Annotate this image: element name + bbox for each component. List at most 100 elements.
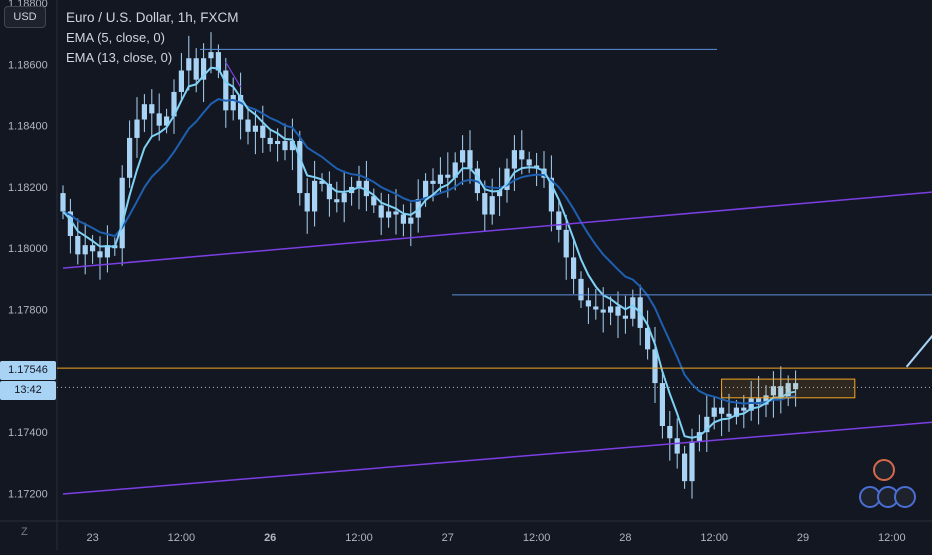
candle-body [386,211,392,218]
candle-body [652,349,658,384]
candle-body [119,177,125,249]
candle-body [289,140,295,151]
candle-body [90,245,96,252]
candle-body [260,125,266,138]
event-flag-icon [894,486,916,508]
y-tick-label: 1.18600 [8,59,48,71]
x-tick-label: 12:00 [700,532,728,544]
candle-body [608,306,614,313]
candle-body [630,297,636,319]
candle-body [756,398,762,405]
candle-body [334,199,340,203]
candle-body [326,183,332,200]
y-tick-label: 1.17800 [8,305,48,317]
candle-body [186,58,192,71]
candle-body [378,205,384,218]
x-tick-label: 29 [797,532,809,544]
candle-body [578,278,584,301]
candle-body [541,168,547,178]
candle-body [689,441,695,482]
candle-body [304,193,310,212]
candle-body [223,70,229,111]
ema13-line [62,98,796,405]
candle-body [275,140,281,145]
candle-body [763,395,769,405]
countdown-tag: 13:42 [0,381,56,400]
current-price-tag: 1.17546 [0,361,56,380]
y-tick-label: 1.18800 [8,0,48,10]
candle-body [149,104,155,114]
short-diagonal-line [225,61,242,88]
candle-body [312,180,318,212]
candle-body [563,229,569,258]
currency-button[interactable]: USD [4,6,46,28]
candle-body [156,113,162,126]
candle-body [193,58,199,80]
candle-body [393,211,399,215]
candle-body [230,95,236,111]
candle-body [548,177,554,212]
candle-body [452,162,458,178]
candle-body [164,116,170,126]
candle-body [319,180,325,184]
candle-body [622,315,628,319]
x-tick-label: 28 [619,532,631,544]
candle-body [141,104,147,120]
candle-body [297,140,303,194]
candle-body [400,214,406,224]
candle-body [134,119,140,138]
zoom-reset-button[interactable]: Z [21,526,28,538]
candle-body [504,168,510,191]
candle-body [526,159,532,166]
candle-body [482,193,488,215]
candle-body [467,150,473,169]
candle-body [770,386,776,396]
candle-body [356,180,362,187]
candle-body [238,95,244,120]
candle-body [75,235,81,255]
projection-path [905,334,932,368]
candle-body [645,327,651,350]
candle-body [719,407,725,414]
candle-body [460,150,466,163]
candle-body [615,306,621,316]
candle-body [341,193,347,203]
candle-body [127,137,133,178]
channel-lower-line [62,421,932,495]
channel-upper-line [62,191,932,269]
x-tick-label: 23 [86,532,98,544]
x-tick-label: 26 [264,532,276,544]
candle-body [171,91,177,117]
candle-body [437,174,443,184]
candle-body [215,52,221,71]
candle-body [208,52,214,59]
event-flag-icon [873,459,895,481]
x-tick-label: 12:00 [345,532,373,544]
candle-body [674,438,680,454]
candle-body [363,180,369,197]
x-tick-label: 27 [442,532,454,544]
candle-body [585,300,591,307]
y-tick-label: 1.18000 [8,243,48,255]
candle-body [667,425,673,439]
y-tick-label: 1.17400 [8,427,48,439]
candle-body [704,416,710,433]
candle-body [178,70,184,92]
candle-body [423,180,429,200]
candle-body [371,196,377,206]
candle-body [282,140,288,151]
candle-body [556,211,562,230]
candle-body [726,413,732,417]
range-box [721,378,856,399]
candle-body [733,407,739,417]
candle-body [104,245,110,258]
candle-body [497,190,503,197]
candle-body [252,125,258,132]
candle-body [659,383,665,426]
ema5-line [62,66,796,439]
candle-body [245,119,251,132]
candle-body [445,174,451,178]
y-tick-label: 1.17200 [8,488,48,500]
